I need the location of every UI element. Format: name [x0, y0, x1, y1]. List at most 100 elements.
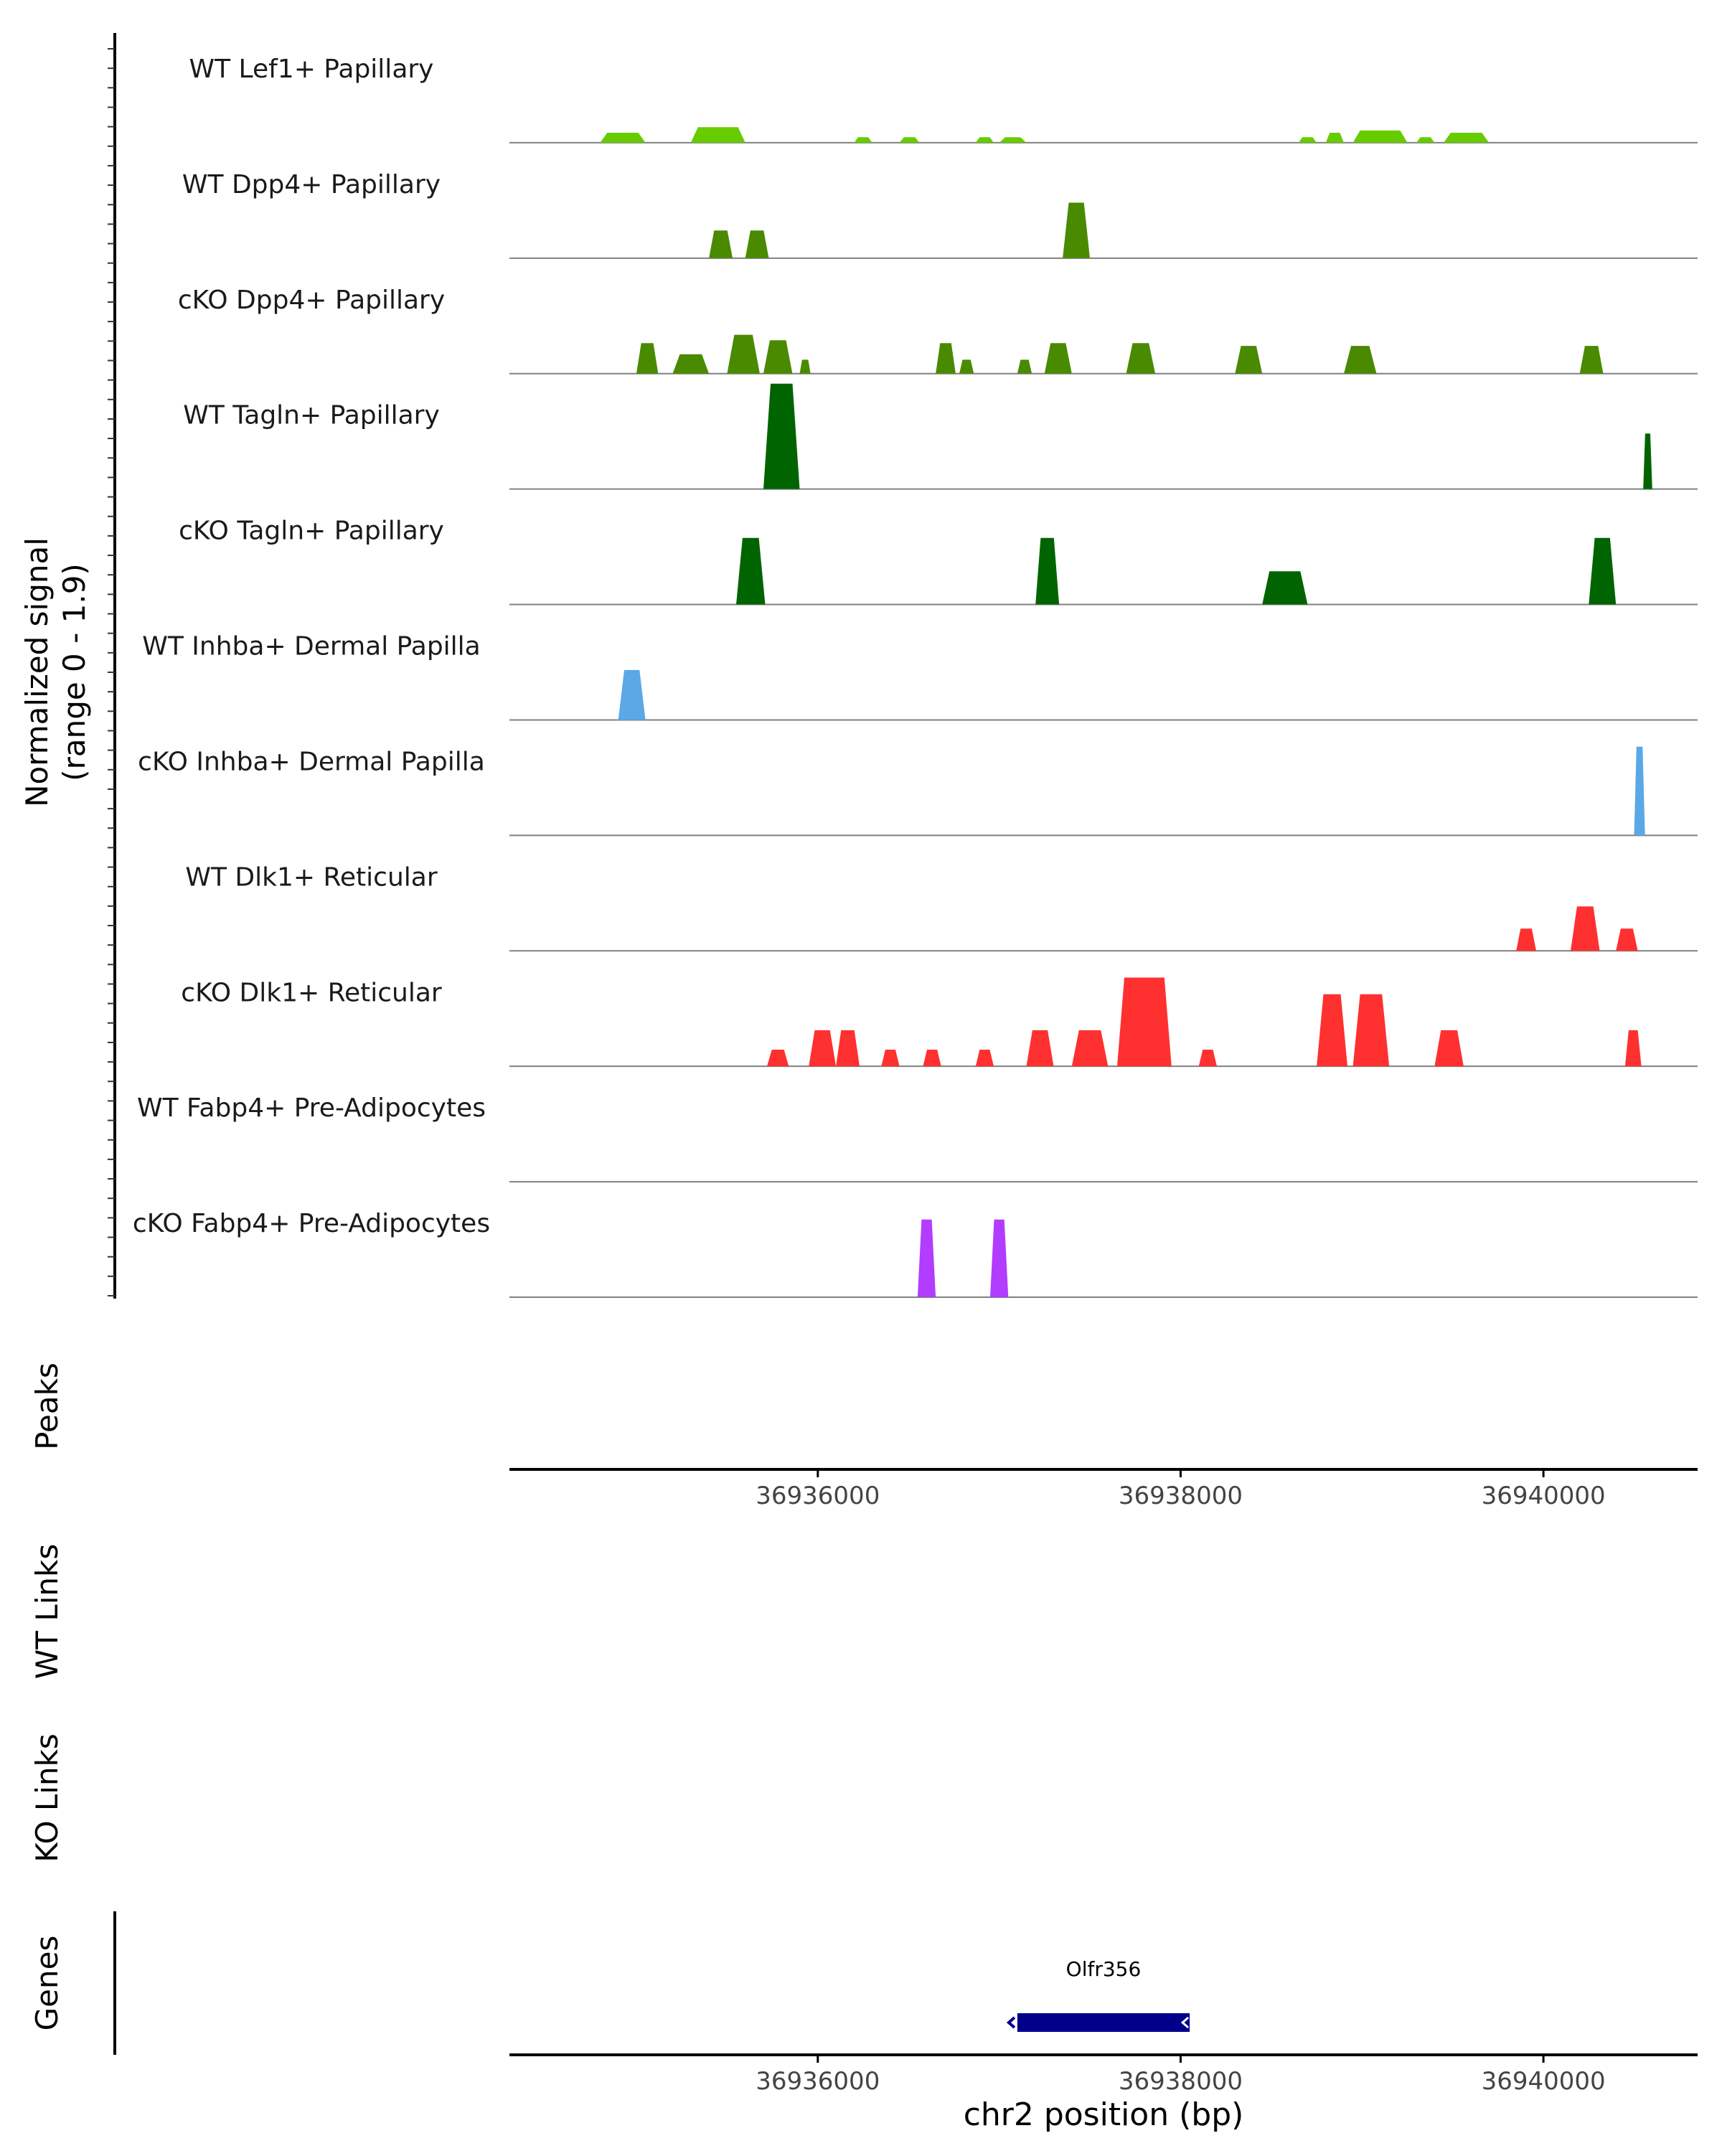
coverage-peak — [990, 1219, 1009, 1297]
ko-links-ylabel: KO Links — [29, 1733, 65, 1863]
coverage-peak — [636, 343, 659, 374]
coverage-peak — [975, 1050, 994, 1067]
coverage-peak — [1317, 994, 1347, 1067]
x-axis-tick-label: 36936000 — [756, 2067, 880, 2096]
coverage-peak — [1198, 1050, 1217, 1067]
track-label: WT Fabp4+ Pre-Adipocytes — [137, 1093, 486, 1123]
coverage-peak — [1298, 137, 1317, 143]
coverage-peak — [1634, 746, 1645, 836]
track-label: cKO Inhba+ Dermal Papilla — [138, 747, 485, 776]
track-label: WT Dlk1+ Reticular — [185, 862, 437, 892]
gene-strand-arrow — [1180, 2016, 1190, 2029]
coverage-peak — [1579, 346, 1604, 374]
coverage-peak — [1063, 202, 1090, 258]
coverage-peak — [1616, 928, 1638, 951]
genes-panel: Olfr356 — [1006, 1957, 1190, 2032]
coverage-peak — [1352, 994, 1390, 1067]
x-axis-tick-label: 36938000 — [1119, 2067, 1243, 2096]
x-axis-tick-label: 36940000 — [1482, 2067, 1606, 2096]
track-10: cKO Fabp4+ Pre-Adipocytes — [133, 1209, 1698, 1298]
coverage-peak — [881, 1050, 900, 1067]
x-axis-tick-label: 36938000 — [1119, 1482, 1243, 1510]
coverage-peak — [836, 1030, 860, 1067]
track-9: WT Fabp4+ Pre-Adipocytes — [137, 1093, 1698, 1183]
coverage-peak — [1516, 928, 1536, 951]
coverage-peak — [923, 1050, 941, 1067]
coverage-ylabel-line2: (range 0 - 1.9) — [57, 563, 92, 781]
track-label: WT Tagln+ Papillary — [183, 401, 440, 430]
x-axis-tick-label: 36936000 — [756, 1482, 880, 1510]
coverage-peak — [1434, 1030, 1464, 1067]
coverage-y-axis — [108, 33, 116, 1299]
track-2: cKO Dpp4+ Papillary — [178, 286, 1698, 375]
coverage-peak — [1117, 977, 1172, 1067]
coverage-peak — [1262, 571, 1308, 605]
peaks-ylabel: Peaks — [29, 1362, 65, 1450]
track-label: cKO Dpp4+ Papillary — [178, 286, 445, 315]
track-label: cKO Tagln+ Papillary — [179, 517, 444, 546]
track-label: cKO Dlk1+ Reticular — [181, 978, 442, 1007]
track-7: WT Dlk1+ Reticular — [185, 862, 1698, 952]
coverage-ylabel-line1: Normalized signal — [19, 537, 55, 807]
coverage-peak — [999, 137, 1027, 143]
coverage-peak — [1325, 133, 1344, 143]
coverage-peak — [854, 137, 872, 143]
coverage-peak — [672, 354, 710, 374]
coverage-peak — [975, 137, 994, 143]
coverage-peak — [1589, 537, 1617, 605]
track-6: cKO Inhba+ Dermal Papilla — [138, 746, 1698, 837]
coverage-peak — [1035, 537, 1060, 605]
coverage-peak — [1352, 130, 1408, 143]
track-8: cKO Dlk1+ Reticular — [181, 977, 1698, 1068]
track-label: WT Lef1+ Papillary — [189, 55, 434, 84]
coverage-peak — [1026, 1030, 1054, 1067]
track-1: WT Dpp4+ Papillary — [182, 170, 1698, 259]
track-label: WT Dpp4+ Papillary — [182, 170, 441, 199]
coverage-peak — [690, 127, 745, 143]
coverage-peak — [1126, 343, 1156, 374]
gene-body — [1017, 2013, 1190, 2032]
coverage-peak — [1624, 1030, 1642, 1067]
coverage-peak — [799, 359, 811, 374]
track-label: cKO Fabp4+ Pre-Adipocytes — [133, 1209, 490, 1238]
coverage-peak — [1235, 346, 1263, 374]
coverage-peak — [763, 340, 793, 374]
coverage-panel: WT Lef1+ Papillary WT Dpp4+ Papillary cKO … — [133, 55, 1698, 1298]
track-4: cKO Tagln+ Papillary — [179, 517, 1698, 606]
coverage-peak — [917, 1219, 936, 1297]
coverage-peak — [1044, 343, 1072, 374]
coverage-peak — [763, 383, 800, 489]
coverage-peak — [745, 230, 769, 258]
coverage-peak — [727, 334, 760, 374]
coverage-peak — [1071, 1030, 1109, 1067]
coverage-peak — [1344, 346, 1377, 374]
coverage-peak — [1643, 433, 1652, 489]
coverage-peak — [809, 1030, 837, 1067]
coverage-peak — [959, 359, 974, 374]
coverage-peak — [936, 343, 956, 374]
gene-strand-arrow — [1006, 2016, 1016, 2029]
wt-links-ylabel: WT Links — [29, 1544, 65, 1679]
genes-x-axis: 36936000 36938000 36940000 — [509, 2053, 1698, 2096]
genes-ylabel: Genes — [29, 1936, 65, 2031]
coverage-peak — [736, 537, 766, 605]
track-label: WT Inhba+ Dermal Papilla — [142, 632, 480, 662]
coverage-peak — [1571, 906, 1600, 951]
x-axis-tick-label: 36940000 — [1482, 1482, 1606, 1510]
track-5: WT Inhba+ Dermal Papilla — [142, 632, 1698, 721]
coverage-peak — [899, 137, 920, 143]
gene-label: Olfr356 — [1066, 1957, 1142, 1981]
track-0: WT Lef1+ Papillary — [189, 55, 1698, 143]
coverage-peak — [1416, 137, 1435, 143]
x-axis-label: chr2 position (bp) — [964, 2096, 1244, 2133]
coverage-peak — [600, 133, 646, 143]
coverage-peak — [618, 669, 646, 720]
peaks-x-axis: 36936000 36938000 36940000 — [509, 1468, 1698, 1510]
coverage-peak — [767, 1050, 789, 1067]
track-3: WT Tagln+ Papillary — [183, 383, 1698, 490]
coverage-peak — [1444, 133, 1490, 143]
coverage-peak — [709, 230, 733, 258]
coverage-peak — [1017, 359, 1032, 374]
